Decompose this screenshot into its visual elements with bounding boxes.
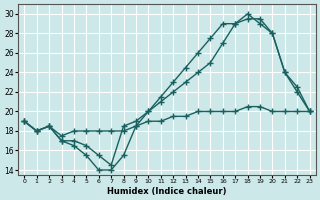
X-axis label: Humidex (Indice chaleur): Humidex (Indice chaleur) bbox=[107, 187, 227, 196]
